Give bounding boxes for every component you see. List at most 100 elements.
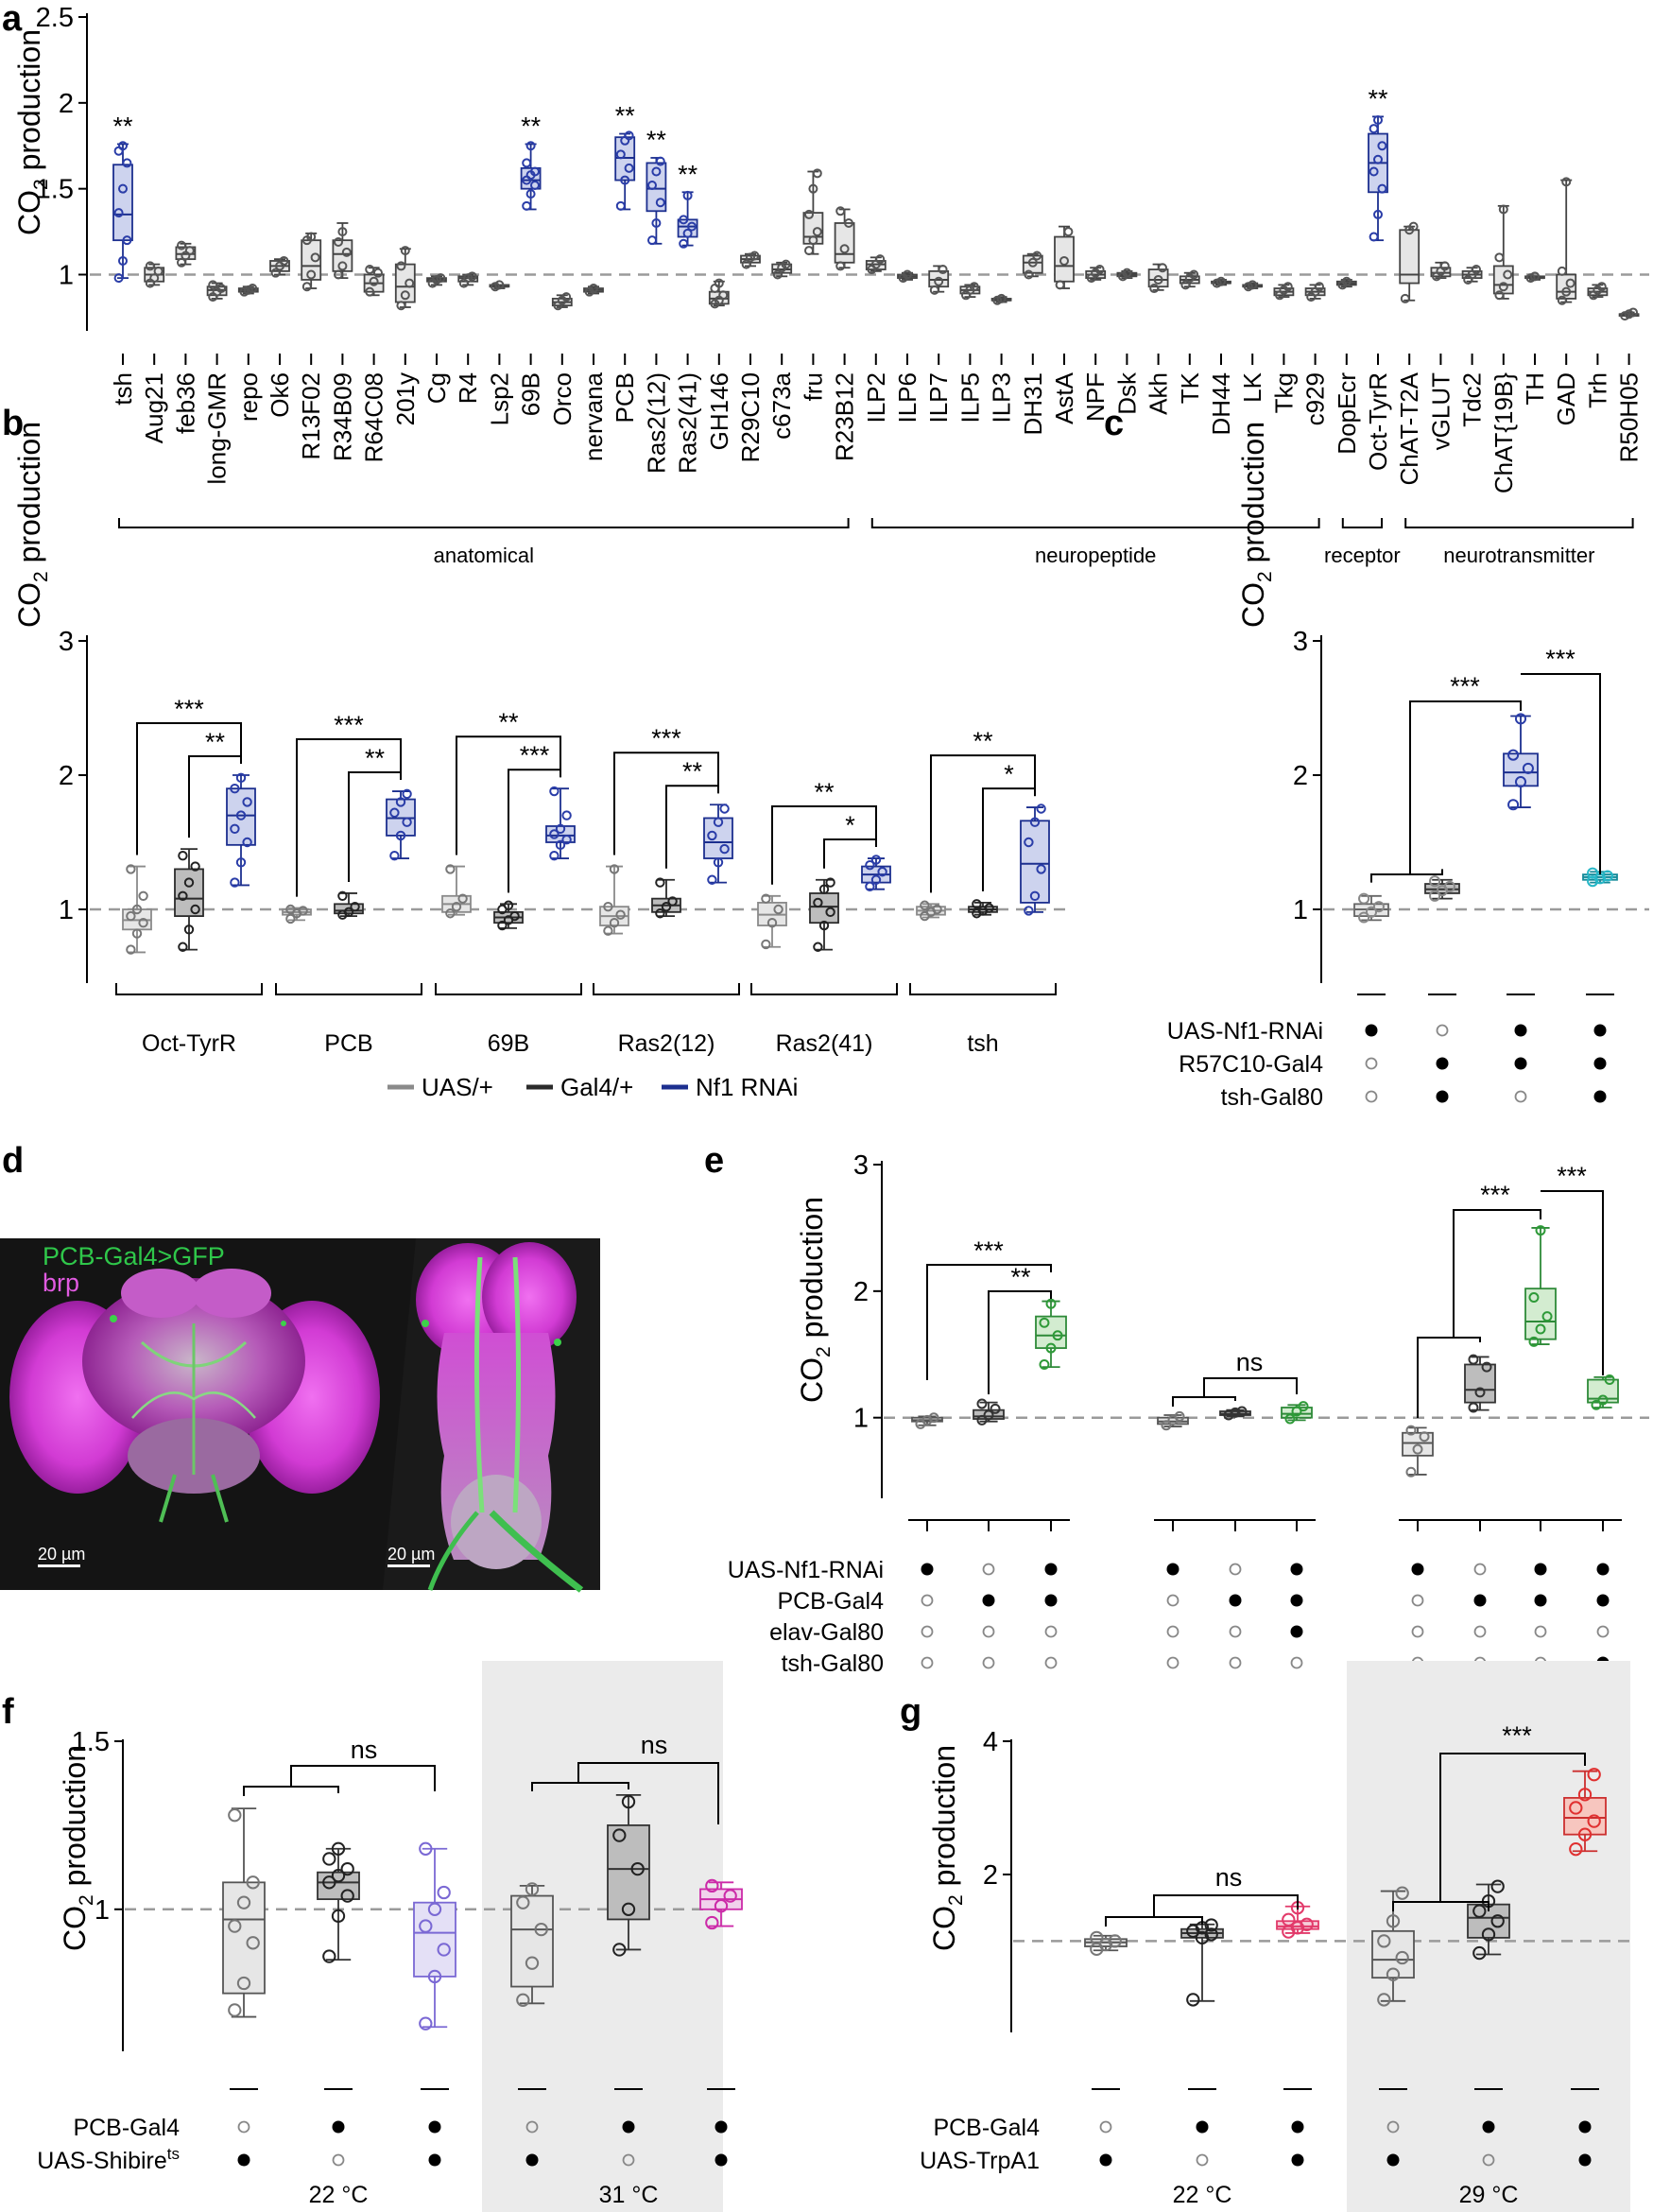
panel_f-dot-filled	[715, 2120, 728, 2134]
panel_g-dot-filled	[1291, 2153, 1304, 2167]
panel-a-point	[772, 269, 783, 280]
panel-f-point	[322, 1852, 336, 1866]
panel-b-point	[457, 893, 468, 904]
panel_c-dot-filled	[1436, 1057, 1449, 1070]
panel-f-point	[621, 1902, 636, 1916]
panel-b-box	[1020, 804, 1050, 916]
panel-a-category: R29C10	[736, 372, 765, 462]
panel-g-point	[1569, 1841, 1583, 1857]
panel-g-boxes	[1084, 1768, 1607, 2007]
panel-c-box	[1424, 875, 1460, 902]
panel-a-point	[647, 235, 657, 246]
panel-b-point	[389, 807, 400, 818]
panel-f-point	[714, 1899, 729, 1913]
panel_f-dot-empty	[622, 2153, 635, 2167]
panel-a-box	[269, 255, 290, 278]
panel-b-point	[661, 901, 672, 912]
panel-a-box	[426, 273, 447, 288]
panel-a-group-bracket	[1341, 518, 1383, 528]
panel-f-temp-right: 31 °C	[599, 2182, 659, 2208]
panel-a-point	[208, 280, 218, 290]
panel_e-dot-filled	[1473, 1594, 1487, 1607]
panel-b-sig-far: **	[498, 708, 519, 736]
panel_e-row-label: tsh-Gal80	[782, 1650, 884, 1677]
panel-f-iqr	[222, 1881, 266, 1995]
panel-f-boxes	[222, 1793, 743, 2031]
panel-b-iqr	[226, 787, 256, 846]
panel-a-point	[369, 276, 379, 286]
panel-b-iqr	[809, 892, 839, 925]
panel-a-point	[1596, 282, 1607, 292]
panel-b-y-axis: 1 2 3	[59, 627, 88, 983]
panel_e-row-label: UAS-Nf1-RNAi	[728, 1557, 884, 1583]
panel-b-point	[877, 867, 887, 877]
panel-a-point	[812, 227, 822, 237]
panel_f-dot-filled	[622, 2120, 635, 2134]
panel-a-box	[1524, 271, 1545, 284]
panel-a-point	[118, 183, 128, 194]
panel-b-point	[813, 942, 823, 952]
panel-a-box	[551, 292, 573, 311]
panel_e-dot-empty	[1596, 1625, 1610, 1638]
panel-b-point	[126, 864, 136, 874]
panel-b-point	[1024, 837, 1034, 848]
legend-label: Nf1 RNAi	[696, 1073, 798, 1101]
panel-a-point	[522, 158, 532, 168]
panel-a-point	[1094, 265, 1105, 275]
panel-b-point	[713, 857, 724, 868]
panel_f-dot-filled	[428, 2120, 441, 2134]
panel-b-point	[190, 861, 200, 872]
panel-a-category: DopEcr	[1333, 372, 1361, 455]
panel-e-point	[1405, 1466, 1417, 1478]
panel-a-category: ILP6	[893, 372, 921, 423]
panel-f-significance: ns ns	[243, 1731, 719, 1824]
panel-b-point	[972, 899, 982, 909]
panel-b-point	[773, 904, 783, 915]
panel-b-point	[984, 903, 994, 913]
panel-a-box	[489, 280, 510, 292]
panel_e-dot-empty	[1534, 1625, 1547, 1638]
panel-a-point	[530, 181, 540, 191]
panel-b-point	[235, 772, 247, 784]
panel-b-point	[667, 896, 678, 907]
panel-a-point	[651, 218, 662, 228]
panel-a-category: Aug21	[140, 372, 168, 443]
panel-e-box	[911, 1412, 943, 1429]
panel-a-box	[646, 156, 667, 246]
panel-c-sig-left: ***	[1450, 672, 1480, 700]
panel-a-point	[808, 183, 818, 194]
scalebar-right-label: 20 µm	[387, 1545, 435, 1564]
panel-a-category: 201y	[391, 372, 420, 425]
panel-b-box	[226, 772, 256, 888]
panel-e-sig-g1-far: ***	[973, 1236, 1004, 1265]
panel-a-point	[118, 141, 128, 151]
panel-g-point	[1386, 1967, 1401, 1981]
panel-e-sig-g2: ns	[1236, 1348, 1264, 1376]
panel-e-point	[1604, 1374, 1615, 1386]
panel_g-dot-filled	[1578, 2120, 1592, 2134]
panel-a-point	[270, 268, 281, 278]
panel-a-category: fru	[799, 372, 827, 401]
panel-a-point	[781, 259, 791, 269]
panel-a-point	[844, 218, 853, 228]
panel-d: d 20 µm	[0, 1141, 600, 1593]
panel-a-point	[839, 244, 850, 254]
panel-a-box	[1492, 204, 1514, 301]
panel-b-group-label: 69B	[488, 1030, 529, 1057]
panel-a-point	[938, 265, 948, 275]
panel-b-bracket-far	[296, 738, 402, 897]
panel-a-point	[804, 209, 814, 219]
panel-a-point	[1498, 204, 1508, 215]
panel-b-point	[445, 864, 456, 874]
panel-f-iqr	[510, 1894, 554, 1988]
panel-g-point	[1472, 1945, 1487, 1961]
panel-g-sig-left: ns	[1215, 1863, 1243, 1892]
panel_e-dot-empty	[982, 1563, 995, 1576]
panel-a-category: TH	[1521, 372, 1549, 406]
panel-f-box	[222, 1807, 266, 2018]
panel-g-temp-left: 22 °C	[1173, 2182, 1232, 2208]
panel-a-box	[332, 222, 353, 280]
panel-a-category: c929	[1301, 372, 1330, 425]
panel-a-category: 69B	[517, 372, 545, 416]
